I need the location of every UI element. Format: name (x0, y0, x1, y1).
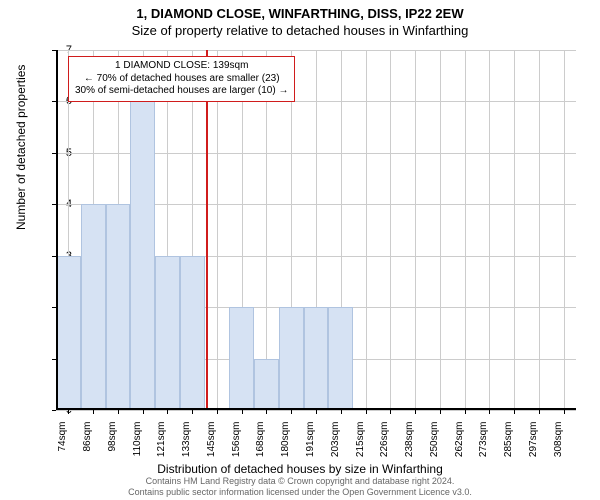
xtick-mark (93, 410, 94, 414)
xtick-mark (167, 410, 168, 414)
bar (180, 256, 205, 410)
bar (304, 307, 329, 410)
bar (155, 256, 180, 410)
xtick-label: 250sqm (429, 422, 440, 472)
xtick-mark (192, 410, 193, 414)
xtick-label: 110sqm (132, 422, 143, 472)
bar (130, 101, 155, 410)
xtick-label: 74sqm (57, 422, 68, 472)
marker-line (206, 50, 208, 410)
xtick-label: 238sqm (404, 422, 415, 472)
xtick-mark (143, 410, 144, 414)
bar (328, 307, 353, 410)
xtick-label: 86sqm (82, 422, 93, 472)
xtick-mark (465, 410, 466, 414)
xtick-label: 308sqm (553, 422, 564, 472)
xtick-label: 133sqm (181, 422, 192, 472)
xtick-label: 180sqm (280, 422, 291, 472)
xtick-mark (118, 410, 119, 414)
xtick-mark (539, 410, 540, 414)
xtick-mark (217, 410, 218, 414)
xtick-mark (514, 410, 515, 414)
gridline-v (564, 50, 565, 410)
xtick-mark (291, 410, 292, 414)
gridline-v (489, 50, 490, 410)
xtick-label: 98sqm (107, 422, 118, 472)
ytick-mark (52, 410, 56, 411)
annotation-line2: ← 70% of detached houses are smaller (23… (75, 73, 288, 86)
bar (56, 256, 81, 410)
bar (254, 359, 279, 410)
chart-plot-area: 1 DIAMOND CLOSE: 139sqm ← 70% of detache… (56, 50, 576, 410)
gridline-v (266, 50, 267, 410)
xtick-mark (564, 410, 565, 414)
xtick-label: 203sqm (330, 422, 341, 472)
gridline-v (465, 50, 466, 410)
xtick-mark (266, 410, 267, 414)
page-title: 1, DIAMOND CLOSE, WINFARTHING, DISS, IP2… (0, 0, 600, 21)
bar (279, 307, 304, 410)
annotation-line3: 30% of semi-detached houses are larger (… (75, 85, 288, 98)
gridline-v (390, 50, 391, 410)
xtick-label: 262sqm (454, 422, 465, 472)
xtick-label: 226sqm (379, 422, 390, 472)
gridline-v (440, 50, 441, 410)
xtick-label: 191sqm (305, 422, 316, 472)
xtick-mark (440, 410, 441, 414)
attribution-line2: Contains public sector information licen… (0, 487, 600, 498)
xtick-label: 297sqm (528, 422, 539, 472)
xtick-label: 168sqm (255, 422, 266, 472)
bar (81, 204, 106, 410)
xtick-mark (341, 410, 342, 414)
xtick-mark (390, 410, 391, 414)
gridline-v (514, 50, 515, 410)
attribution-text: Contains HM Land Registry data © Crown c… (0, 476, 600, 498)
xtick-mark (68, 410, 69, 414)
bar (106, 204, 131, 410)
gridline-v (217, 50, 218, 410)
bar (229, 307, 254, 410)
xtick-label: 121sqm (156, 422, 167, 472)
annotation-line1: 1 DIAMOND CLOSE: 139sqm (75, 60, 288, 73)
xtick-label: 145sqm (206, 422, 217, 472)
xtick-label: 156sqm (231, 422, 242, 472)
xtick-mark (489, 410, 490, 414)
gridline-v (366, 50, 367, 410)
gridline-v (415, 50, 416, 410)
xtick-mark (415, 410, 416, 414)
xtick-label: 273sqm (478, 422, 489, 472)
x-axis (56, 408, 576, 410)
xtick-mark (316, 410, 317, 414)
xtick-label: 215sqm (355, 422, 366, 472)
xtick-label: 285sqm (503, 422, 514, 472)
xtick-mark (366, 410, 367, 414)
xtick-mark (242, 410, 243, 414)
y-axis (56, 50, 58, 410)
annotation-box: 1 DIAMOND CLOSE: 139sqm ← 70% of detache… (68, 56, 295, 102)
gridline-v (539, 50, 540, 410)
y-axis-label: Number of detached properties (14, 65, 28, 230)
attribution-line1: Contains HM Land Registry data © Crown c… (0, 476, 600, 487)
page-subtitle: Size of property relative to detached ho… (0, 21, 600, 42)
